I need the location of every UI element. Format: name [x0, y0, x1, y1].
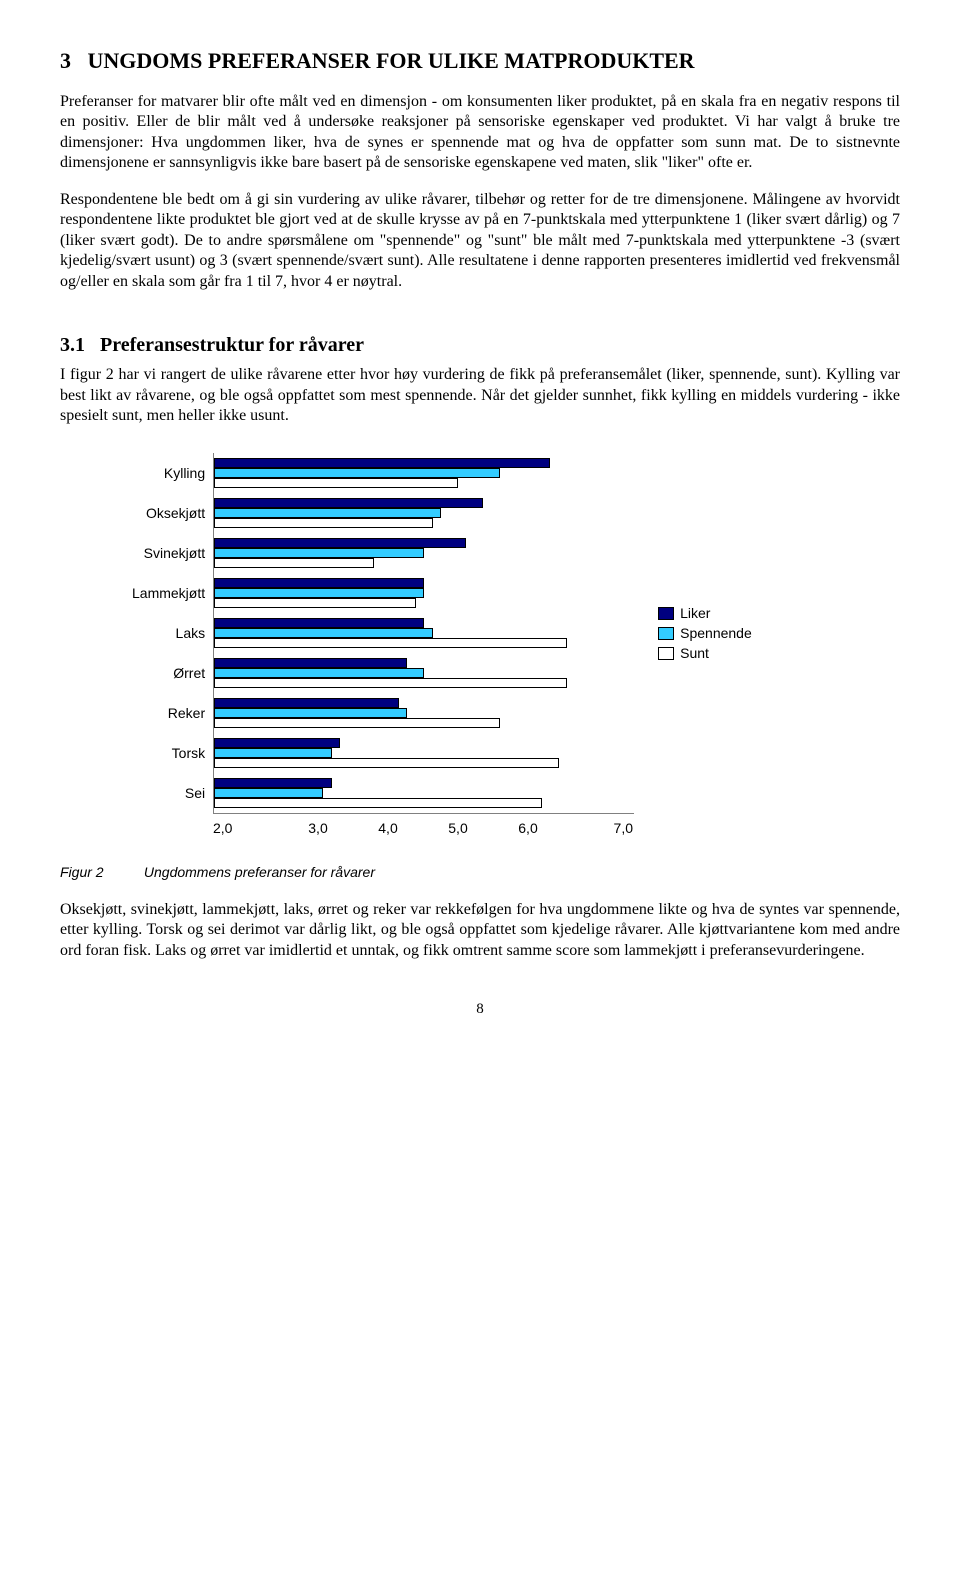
chart-plot-area	[213, 453, 634, 814]
section-title: Preferansestruktur for råvarer	[100, 334, 364, 356]
chart-bar-group	[214, 495, 634, 531]
chart-bar-group	[214, 455, 634, 491]
chart-x-tick: 3,0	[283, 820, 353, 836]
chart-bar-group	[214, 615, 634, 651]
chart-bar-group	[214, 535, 634, 571]
chart-bar-group	[214, 775, 634, 811]
chart-x-tick: 7,0	[563, 820, 633, 836]
chart-bar-group	[214, 735, 634, 771]
paragraph-4: Oksekjøtt, svinekjøtt, lammekjøtt, laks,…	[60, 900, 900, 961]
chart-bar	[214, 498, 483, 508]
figure-caption: Figur 2 Ungdommens preferanser for råvar…	[60, 864, 900, 880]
chart-bar	[214, 538, 466, 548]
chart-bar	[214, 638, 567, 648]
chart-bar	[214, 628, 432, 638]
paragraph-1: Preferanser for matvarer blir ofte målt …	[60, 92, 900, 174]
chart-bar	[214, 798, 542, 808]
chart-bar	[214, 778, 332, 788]
chart-bar	[214, 598, 416, 608]
legend-label: Sunt	[680, 645, 709, 661]
chart-y-labels: KyllingOksekjøttSvinekjøttLammekjøttLaks…	[132, 453, 213, 813]
chart-figure: KyllingOksekjøttSvinekjøttLammekjøttLaks…	[132, 453, 772, 836]
chart-x-tick: 5,0	[423, 820, 493, 836]
chart-bar	[214, 558, 374, 568]
legend-label: Liker	[680, 605, 710, 621]
chart-category-label: Torsk	[132, 733, 205, 773]
chart-bar	[214, 738, 340, 748]
chart-bar	[214, 588, 424, 598]
page-number: 8	[60, 1001, 900, 1018]
chart-category-label: Kylling	[132, 453, 205, 493]
legend-item: Liker	[658, 605, 752, 621]
legend-swatch	[658, 627, 674, 640]
chapter-heading: 3 UNGDOMS PREFERANSER FOR ULIKE MATPRODU…	[60, 48, 900, 74]
chart-category-label: Ørret	[132, 653, 205, 693]
section-number: 3.1	[60, 334, 85, 356]
chart-bar	[214, 548, 424, 558]
chart-bar	[214, 678, 567, 688]
legend-item: Sunt	[658, 645, 752, 661]
chart-bar	[214, 698, 399, 708]
chart-category-label: Svinekjøtt	[132, 533, 205, 573]
legend-swatch	[658, 607, 674, 620]
chapter-number: 3	[60, 48, 71, 73]
chart-bar	[214, 668, 424, 678]
chart-bar	[214, 618, 424, 628]
paragraph-2: Respondentene ble bedt om å gi sin vurde…	[60, 190, 900, 292]
chart-legend: Liker Spennende Sunt	[658, 601, 752, 665]
figure-text: Ungdommens preferanser for råvarer	[144, 864, 375, 880]
chart-x-axis: 2,03,04,05,06,07,0	[213, 820, 633, 836]
chart-category-label: Sei	[132, 773, 205, 813]
chart-bar	[214, 478, 458, 488]
figure-label: Figur 2	[60, 864, 140, 880]
chart-bar	[214, 758, 558, 768]
chart-bar	[214, 718, 500, 728]
section-heading: 3.1 Preferansestruktur for råvarer	[60, 334, 900, 357]
chart-x-tick: 2,0	[213, 820, 283, 836]
paragraph-3: I figur 2 har vi rangert de ulike råvare…	[60, 365, 900, 426]
chart-category-label: Oksekjøtt	[132, 493, 205, 533]
legend-item: Spennende	[658, 625, 752, 641]
chart-category-label: Lammekjøtt	[132, 573, 205, 613]
chart-x-tick: 6,0	[493, 820, 563, 836]
chart-category-label: Reker	[132, 693, 205, 733]
chart-bar	[214, 508, 441, 518]
chart-bar-group	[214, 655, 634, 691]
chart-bar	[214, 468, 500, 478]
chart-bar	[214, 748, 332, 758]
chart-bar	[214, 708, 407, 718]
chapter-title: UNGDOMS PREFERANSER FOR ULIKE MATPRODUKT…	[88, 48, 695, 73]
legend-swatch	[658, 647, 674, 660]
chart-x-tick: 4,0	[353, 820, 423, 836]
chart-bar	[214, 788, 323, 798]
chart-bar	[214, 518, 432, 528]
chart-bar	[214, 578, 424, 588]
chart-bar-group	[214, 695, 634, 731]
chart-bar	[214, 658, 407, 668]
legend-label: Spennende	[680, 625, 752, 641]
chart-bar	[214, 458, 550, 468]
chart-bar-group	[214, 575, 634, 611]
chart-category-label: Laks	[132, 613, 205, 653]
